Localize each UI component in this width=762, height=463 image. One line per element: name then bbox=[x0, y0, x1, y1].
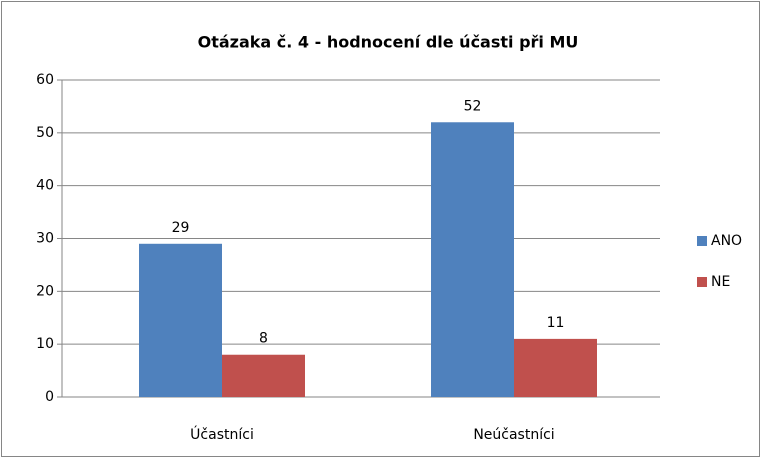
bar bbox=[222, 354, 305, 397]
x-tick-label: Účastníci bbox=[190, 425, 254, 443]
y-tick-label: 40 bbox=[36, 178, 54, 194]
y-tick-label: 30 bbox=[36, 231, 54, 247]
data-label: 29 bbox=[172, 220, 190, 236]
data-label: 11 bbox=[547, 315, 565, 331]
bar bbox=[514, 338, 597, 397]
y-tick-label: 50 bbox=[36, 125, 54, 141]
legend-swatch bbox=[697, 236, 707, 246]
x-tick-label: Neúčastníci bbox=[473, 427, 554, 443]
bar bbox=[431, 122, 514, 398]
y-tick-label: 0 bbox=[45, 389, 54, 405]
legend-label: NE bbox=[711, 274, 730, 290]
legend-swatch bbox=[697, 277, 707, 287]
y-tick-label: 10 bbox=[36, 336, 54, 352]
y-tick-label: 60 bbox=[36, 72, 54, 88]
data-label: 52 bbox=[464, 98, 482, 114]
y-tick-label: 20 bbox=[36, 283, 54, 299]
bar bbox=[139, 243, 222, 397]
legend-label: ANO bbox=[711, 233, 742, 249]
chart-title: Otázaka č. 4 - hodnocení dle účasti při … bbox=[198, 33, 579, 52]
data-label: 8 bbox=[259, 331, 268, 347]
